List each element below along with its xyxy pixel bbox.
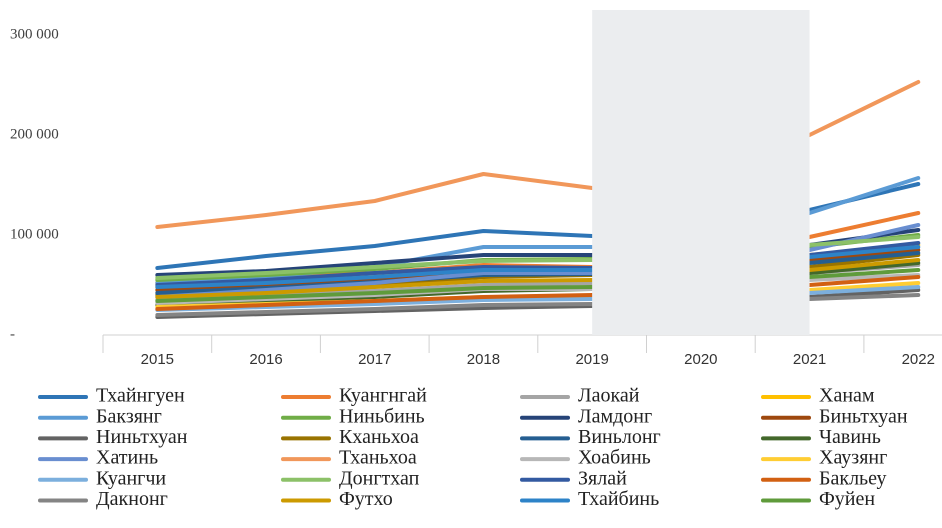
x-tick-label: 2016 [249, 351, 282, 368]
series-line [155, 235, 921, 280]
x-tick-label: 2017 [358, 351, 391, 368]
series-line [155, 245, 921, 289]
legend-label: Куангчи [96, 467, 166, 489]
legend-label: Биньтхуан [819, 405, 908, 427]
legend-label: Чавинь [819, 426, 881, 448]
series-line [155, 275, 921, 311]
legend-label: Виньлонг [578, 426, 661, 448]
y-tick-label: 100 000 [10, 226, 59, 242]
legend-label: Футхо [339, 488, 393, 510]
series-line [155, 293, 921, 317]
legend-label: Зялай [578, 467, 627, 489]
legend-label: Ниньтхуан [96, 426, 188, 448]
legend-label: Лаокай [578, 385, 640, 407]
overlay-box [592, 10, 810, 335]
legend-label: Дакнонг [96, 488, 168, 510]
legend-label: Бакльеу [819, 467, 887, 489]
legend-label: Бакзянг [96, 405, 162, 427]
y-tick-label: - [10, 326, 15, 342]
legend-label: Ниньбинь [339, 405, 425, 427]
y-tick-label: 200 000 [10, 126, 59, 142]
legend-label: Хоабинь [578, 447, 651, 469]
series-line [155, 268, 921, 303]
x-tick-label: 2015 [141, 351, 174, 368]
legend-label: Ламдонг [578, 405, 652, 427]
series-line [155, 258, 921, 299]
series-line [155, 80, 921, 229]
legend-label: Ханам [819, 385, 875, 407]
legend-label: Донгтхап [339, 467, 420, 489]
series-line [155, 241, 921, 287]
legend-label: Кханьхоа [339, 426, 419, 448]
legend-label: Тханьхоа [339, 447, 417, 469]
x-tick-label: 2020 [684, 351, 717, 368]
x-tick-label: 2019 [575, 351, 608, 368]
x-tick-label: 2018 [467, 351, 500, 368]
y-tick-label: 300 000 [10, 26, 59, 42]
legend-label: Хаузянг [819, 447, 887, 469]
legend-label: Тхайбинь [578, 488, 659, 510]
x-tick-label: 2021 [793, 351, 826, 368]
legend-label: Тхайнгуен [96, 385, 185, 407]
legend-label: Хатинь [96, 447, 158, 469]
x-tick-label: 2022 [902, 351, 935, 368]
legend-label: Куангнгай [339, 385, 427, 407]
legend-label: Фуйен [819, 488, 875, 510]
